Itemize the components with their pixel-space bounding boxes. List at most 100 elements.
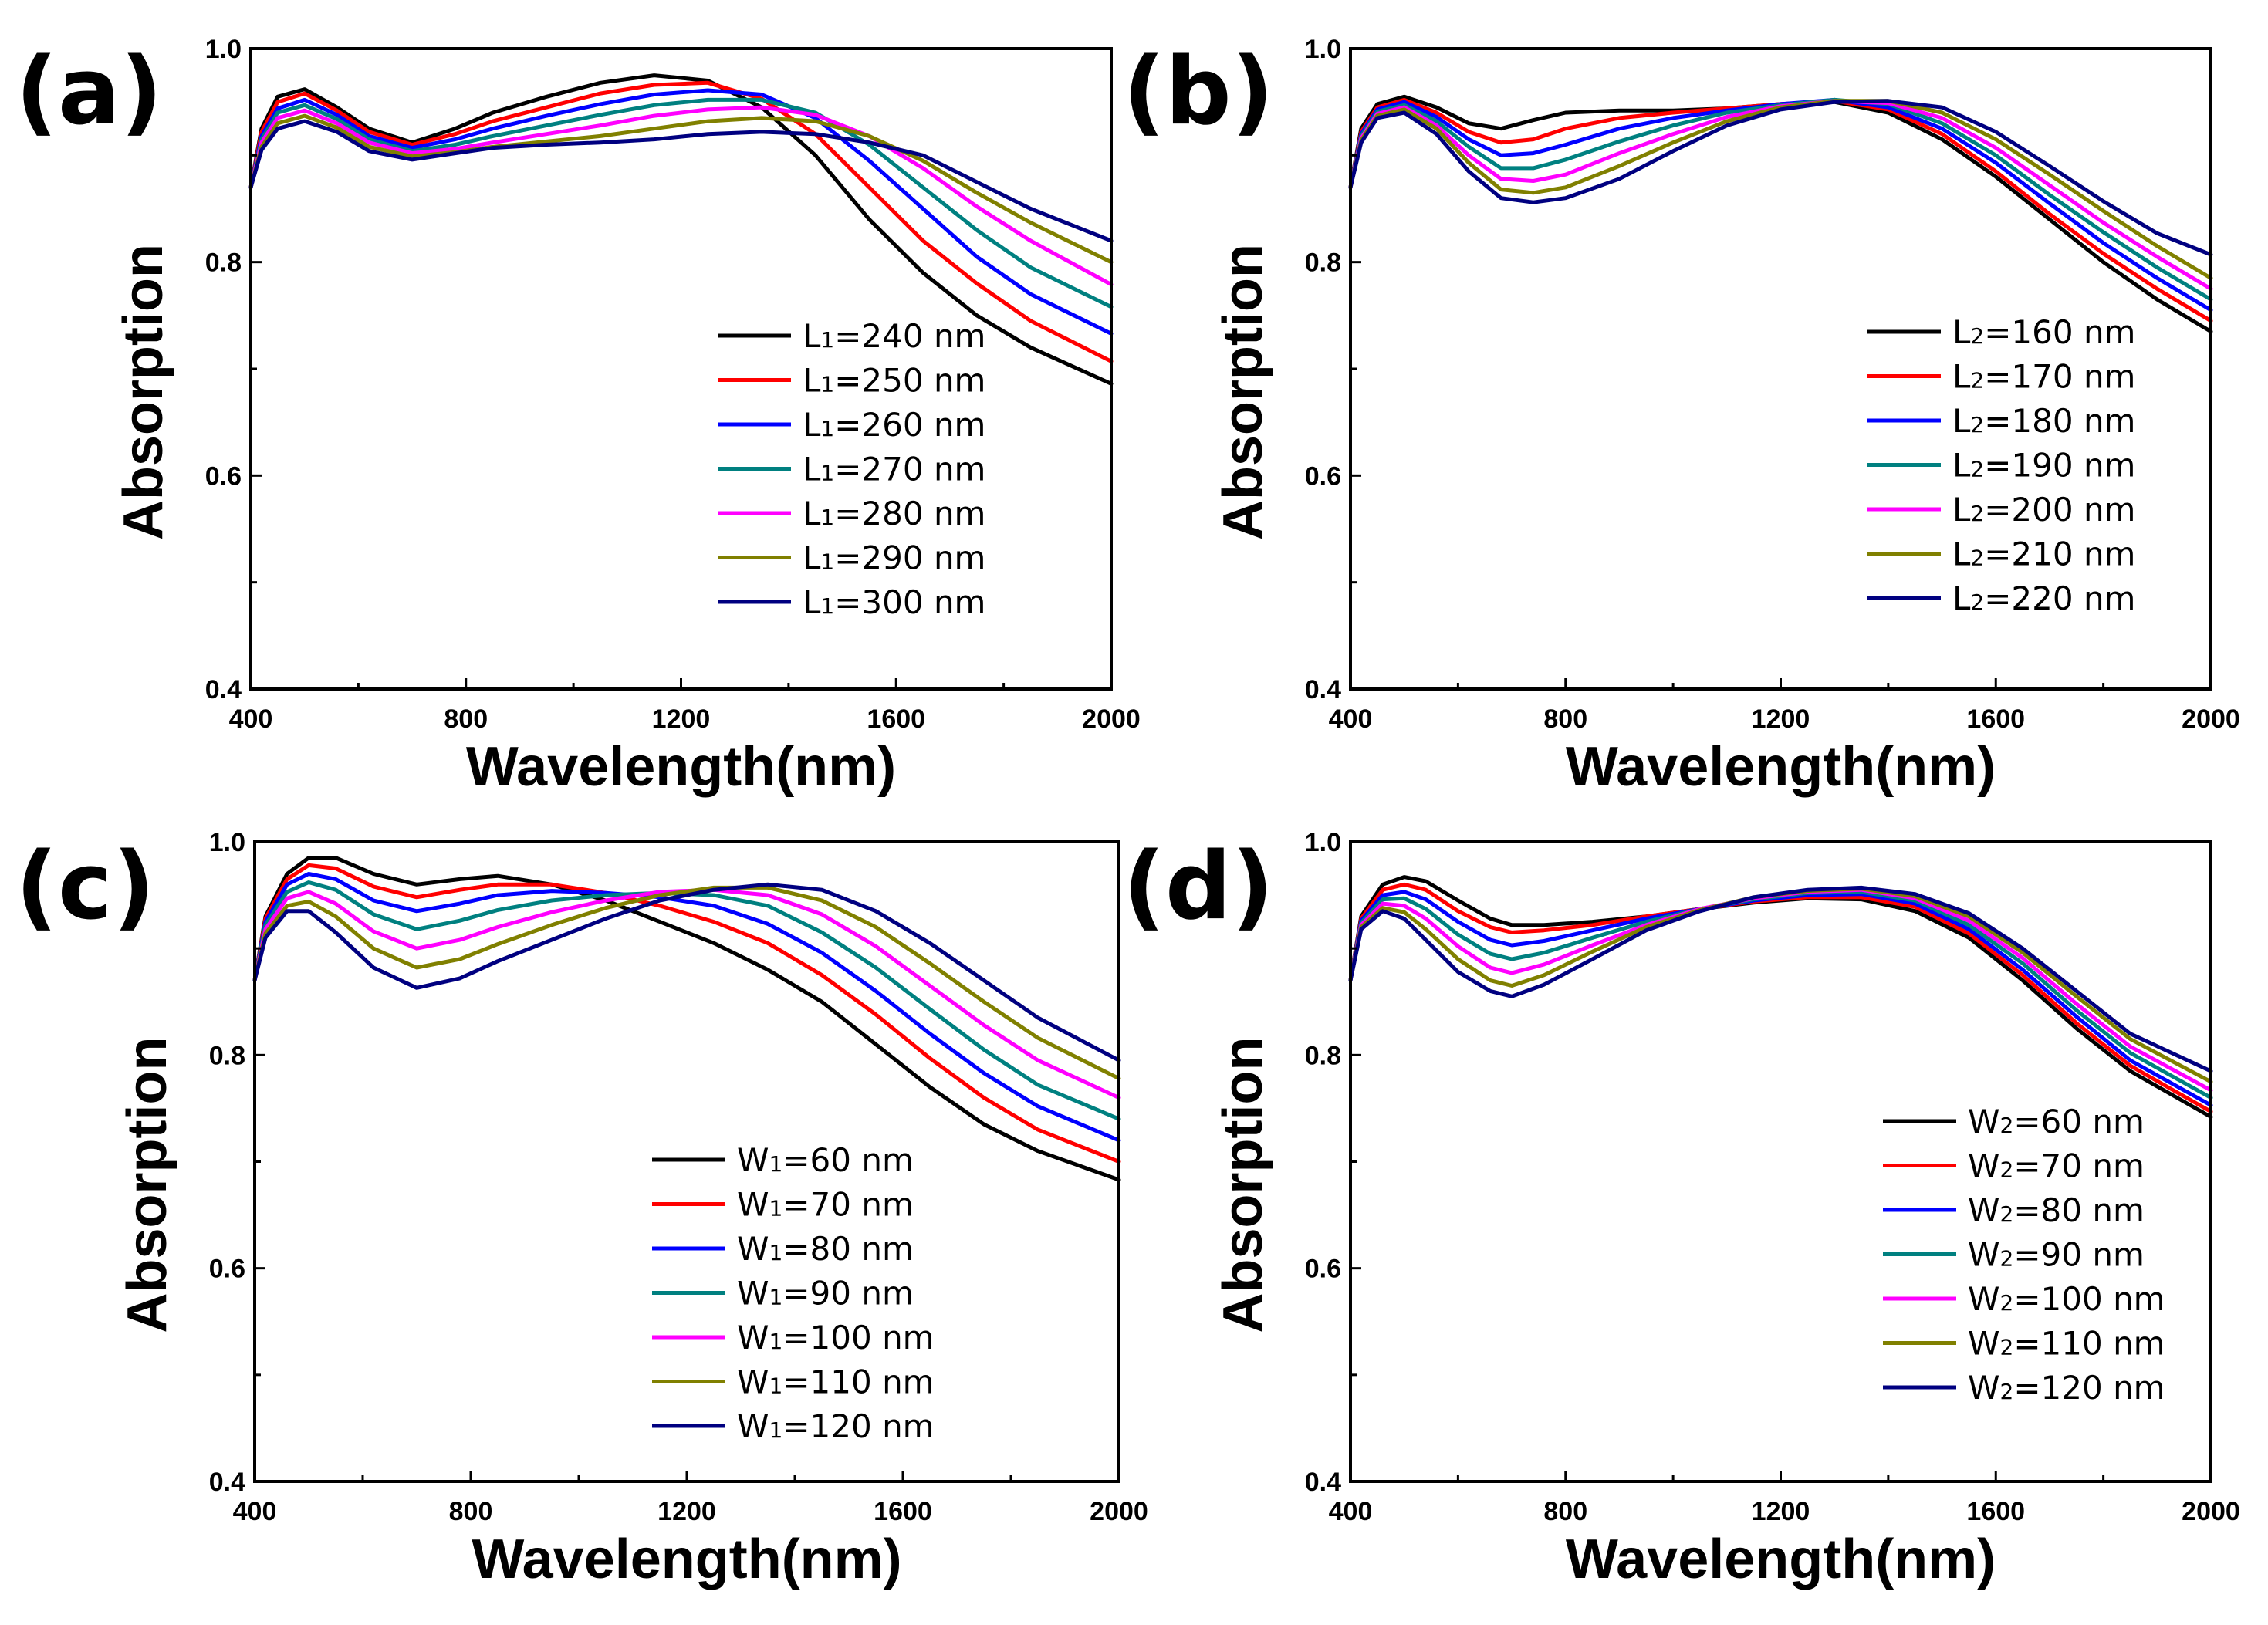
legend-value: =120 nm	[2013, 1369, 2165, 1407]
y-tick-label: 0.6	[1305, 461, 1341, 491]
legend-symbol: L	[803, 406, 821, 444]
legend-value: =70 nm	[782, 1186, 914, 1224]
legend-value: =240 nm	[834, 317, 985, 355]
series-line-4	[252, 880, 1121, 1121]
legend-label-3: W2=80 nm	[1968, 1191, 2145, 1229]
legend-symbol: W	[737, 1319, 769, 1356]
panel-label: (c)	[15, 833, 155, 941]
legend-symbol: W	[737, 1141, 769, 1179]
legend-value: =250 nm	[834, 362, 985, 400]
legend-symbol: L	[803, 451, 821, 488]
chart-panel-2: (b) 400 800 1200 1600 2000 0.4 0.6 0.8 1.0 Wavelen…	[1123, 35, 2240, 798]
legend-value: =160 nm	[1984, 313, 2135, 351]
series-line-3	[248, 88, 1114, 336]
panel-label: (a)	[15, 39, 163, 146]
x-tick-label: 2000	[1090, 1497, 1148, 1526]
legend-symbol: L	[1952, 358, 1971, 396]
x-tick-label: 1600	[874, 1497, 932, 1526]
y-axis-title: Absorption	[1212, 244, 1274, 540]
legend-subscript: 2	[1970, 590, 1984, 615]
x-tick-label: 1200	[652, 704, 711, 734]
legend-subscript: 2	[1970, 368, 1984, 394]
legend-value: =120 nm	[782, 1407, 934, 1445]
y-tick-label: 1.0	[209, 828, 245, 857]
legend-subscript: 1	[820, 327, 834, 353]
series-line-7	[248, 119, 1114, 243]
chart-panel-4: (d) 400 800 1200 1600 2000 0.4 0.6 0.8 1.0 Wavelen…	[1123, 828, 2240, 1590]
series-line-2	[1348, 882, 2213, 1114]
series-line-7	[252, 882, 1121, 1062]
legend-value: =80 nm	[782, 1230, 914, 1268]
y-tick-label: 1.0	[1305, 828, 1341, 857]
legend-subscript: 1	[820, 505, 834, 530]
chart-panel-3: (c) 400 800 1200 1600 2000 0.4 0.6 0.8 1.0 Wavelen…	[15, 828, 1148, 1590]
legend-label-1: W1=60 nm	[737, 1141, 914, 1179]
series-line-7	[1348, 885, 2213, 1073]
x-tick-label: 2000	[2182, 704, 2240, 734]
series-line-3	[1348, 890, 2213, 1107]
legend-label-4: L1=270 nm	[803, 451, 985, 488]
legend-symbol: L	[803, 362, 821, 400]
legend-symbol: L	[1952, 402, 1971, 440]
legend-value: =220 nm	[1984, 579, 2135, 617]
legend-value: =260 nm	[834, 406, 985, 444]
x-tick-label: 400	[233, 1497, 277, 1526]
x-tick-label: 1200	[1752, 704, 1810, 734]
y-tick-label: 0.8	[205, 248, 242, 278]
legend-value: =290 nm	[834, 539, 985, 577]
legend-subscript: 1	[820, 593, 834, 619]
x-tick-label: 400	[1329, 704, 1373, 734]
x-tick-label: 2000	[1082, 704, 1141, 734]
legend-value: =190 nm	[1984, 447, 2135, 485]
y-tick-label: 0.4	[209, 1468, 245, 1497]
y-axis-title: Absorption	[113, 244, 174, 540]
y-tick-label: 0.6	[205, 461, 242, 491]
series-line-5	[1348, 887, 2213, 1093]
legend-subscript: 2	[2000, 1157, 2014, 1183]
legend-subscript: 2	[2000, 1246, 2014, 1272]
legend-label-5: L1=280 nm	[803, 495, 985, 532]
x-axis-title: Wavelength(nm)	[1566, 1529, 1996, 1590]
legend-symbol: L	[1952, 491, 1971, 529]
legend-symbol: W	[1968, 1147, 2000, 1185]
x-axis-title: Wavelength(nm)	[472, 1529, 901, 1590]
legend-value: =110 nm	[782, 1363, 934, 1401]
x-axis-title: Wavelength(nm)	[466, 736, 896, 798]
legend-subscript: 1	[820, 461, 834, 486]
y-axis-title: Absorption	[117, 1037, 178, 1333]
series-line-1	[248, 73, 1114, 386]
legend-symbol: L	[1952, 313, 1971, 351]
legend-value: =70 nm	[2013, 1147, 2145, 1185]
legend-label-2: W1=70 nm	[737, 1186, 914, 1224]
legend-subscript: 1	[820, 549, 834, 575]
legend-value: =270 nm	[834, 451, 985, 488]
legend-symbol: L	[1952, 535, 1971, 573]
legend-value: =300 nm	[834, 583, 985, 621]
legend-label-3: W1=80 nm	[737, 1230, 914, 1268]
x-tick-label: 1600	[1966, 704, 2025, 734]
series-line-3	[1348, 97, 2213, 312]
legend-symbol: W	[737, 1275, 769, 1312]
legend-subscript: 1	[820, 416, 834, 441]
legend-symbol: W	[1968, 1369, 2000, 1407]
legend-value: =80 nm	[2013, 1191, 2145, 1229]
legend-label-7: W1=120 nm	[737, 1407, 935, 1445]
legend-subscript: 1	[769, 1329, 783, 1354]
legend-label-7: L1=300 nm	[803, 583, 985, 621]
legend-label-1: L1=240 nm	[803, 317, 985, 355]
legend-subscript: 1	[769, 1151, 783, 1177]
legend-subscript: 2	[2000, 1290, 2014, 1316]
y-tick-label: 0.4	[205, 675, 242, 704]
legend-value: =200 nm	[1984, 491, 2135, 529]
legend-subscript: 2	[1970, 323, 1984, 349]
legend-subscript: 1	[769, 1196, 783, 1221]
legend-symbol: L	[803, 583, 821, 621]
series-line-6	[1348, 99, 2213, 280]
series-line-4	[248, 97, 1114, 309]
legend-label-6: L1=290 nm	[803, 539, 985, 577]
series-line-5	[1348, 99, 2213, 291]
